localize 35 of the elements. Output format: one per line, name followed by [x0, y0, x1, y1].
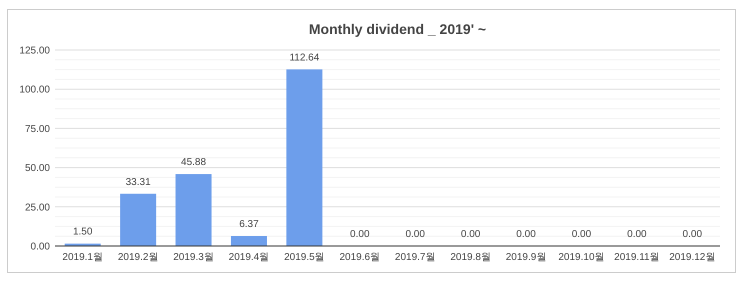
bar [230, 236, 267, 246]
bar [120, 194, 156, 246]
title: Monthly dividend _ 2019' ~ [308, 21, 486, 37]
y-tick-label: 100.00 [19, 84, 50, 96]
data-label: 0.00 [572, 229, 592, 240]
x-tick-label: 2019.9월 [506, 252, 546, 263]
x-tick-label: 2019.8월 [450, 252, 491, 263]
x-tick-label: 2019.7월 [394, 252, 436, 263]
x-tick-label: 2019.5월 [284, 252, 325, 263]
data-label: 0.00 [516, 229, 536, 240]
y-tick-label: 0.00 [30, 242, 50, 252]
data-label: 1.50 [72, 226, 93, 238]
x-tick-label: 2019.11월 [614, 252, 660, 263]
data-label: 33.31 [126, 176, 152, 188]
data-label: 0.00 [460, 229, 481, 240]
x-tick-label: 2019.12월 [669, 252, 716, 263]
data-label: 45.88 [181, 157, 206, 168]
data-label: 0.00 [405, 229, 426, 240]
x-tick-label: 2019.6월 [339, 252, 380, 263]
data-label: 0.00 [682, 229, 702, 240]
y-tick-label: 75.00 [24, 124, 50, 135]
x-tick-label: 2019.1월 [62, 252, 104, 263]
bar [176, 174, 212, 246]
x-tick-label: 2019.4월 [228, 252, 270, 263]
data-label: 0.00 [627, 229, 648, 240]
x-tick-label: 2019.2월 [118, 252, 158, 263]
data-label: 0.00 [350, 229, 370, 240]
y-tick-label: 125.00 [19, 46, 50, 56]
y-tick-label: 25.00 [24, 202, 50, 214]
data-label: 112.64 [289, 52, 320, 64]
y-tick-label: 50.00 [24, 163, 50, 174]
x-tick-label: 2019.10월 [558, 252, 605, 263]
bar [286, 69, 322, 246]
x-tick-label: 2019.3월 [173, 252, 214, 263]
data-label: 6.37 [239, 219, 260, 230]
